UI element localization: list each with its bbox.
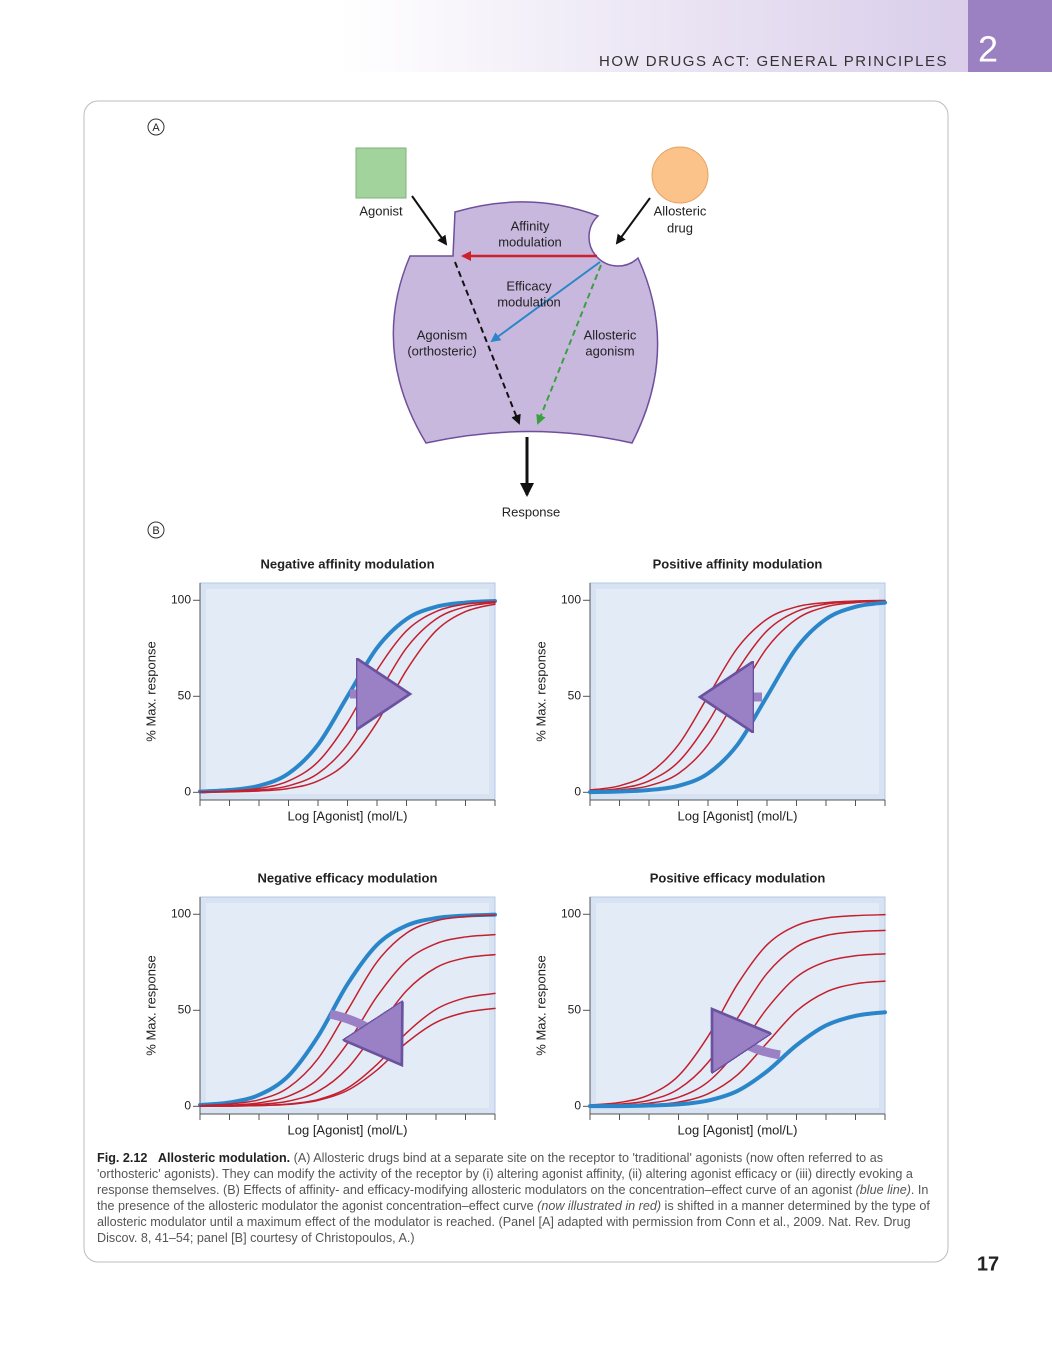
curve bbox=[199, 603, 496, 793]
agonist-square bbox=[355, 147, 407, 199]
panel-label: A bbox=[152, 122, 160, 134]
diagram-label: Response bbox=[502, 504, 561, 519]
diagram-label: modulation bbox=[497, 294, 561, 309]
y-axis-label: % Max. response bbox=[143, 641, 158, 741]
caption-body: (A) Allosteric drugs bind at a separate … bbox=[97, 1151, 930, 1245]
chapter-number: 2 bbox=[978, 29, 998, 70]
x-axis-label: Log [Agonist] (mol/L) bbox=[678, 1122, 798, 1137]
y-tick-label: 100 bbox=[171, 906, 191, 920]
efficacy-arrow bbox=[490, 261, 601, 343]
allosteric-agonism-arrow bbox=[536, 264, 602, 425]
diagram-label: Agonist bbox=[359, 203, 403, 218]
y-tick-label: 0 bbox=[184, 784, 191, 798]
y-tick-label: 50 bbox=[178, 688, 192, 702]
curve bbox=[588, 600, 887, 795]
caption-text: (A) Allosteric drugs bind at a separate … bbox=[97, 1151, 913, 1197]
y-tick-label: 100 bbox=[561, 906, 581, 920]
curve bbox=[589, 599, 886, 791]
y-axis-label: % Max. response bbox=[143, 955, 158, 1055]
y-tick-label: 100 bbox=[171, 592, 191, 606]
figure-frame bbox=[83, 100, 949, 1263]
chart-title: Positive efficacy modulation bbox=[650, 870, 826, 885]
y-tick-label: 0 bbox=[184, 1098, 191, 1112]
chart-title: Negative efficacy modulation bbox=[258, 870, 438, 885]
panel-label-circle bbox=[147, 118, 165, 136]
plot-inner bbox=[206, 589, 489, 794]
charts: Negative affinity modulation 0 50 100 Log [A… bbox=[143, 556, 887, 1137]
allosteric-circle bbox=[651, 146, 709, 204]
diagram-label: Agonism bbox=[417, 327, 468, 342]
header-band bbox=[0, 0, 968, 72]
running-title: HOW DRUGS ACT: GENERAL PRINCIPLES bbox=[599, 53, 948, 70]
allosteric-arrow bbox=[615, 197, 651, 245]
chapter-tab bbox=[968, 0, 1052, 72]
curve bbox=[198, 599, 497, 794]
x-axis-label: Log [Agonist] (mol/L) bbox=[288, 1122, 408, 1137]
diagram-label: Allosteric bbox=[584, 327, 637, 342]
diagram-label: agonism bbox=[585, 343, 634, 358]
agonist-arrow bbox=[411, 195, 448, 246]
agonism-arrow bbox=[454, 261, 521, 425]
chart-title: Negative affinity modulation bbox=[260, 556, 434, 571]
panel-label-circle bbox=[147, 521, 165, 539]
diagram-label: modulation bbox=[498, 234, 562, 249]
chart-title: Positive affinity modulation bbox=[653, 556, 823, 571]
y-tick-label: 0 bbox=[574, 784, 581, 798]
y-tick-label: 100 bbox=[561, 592, 581, 606]
x-axis-label: Log [Agonist] (mol/L) bbox=[288, 808, 408, 823]
plot-inner bbox=[206, 903, 489, 1108]
diagram-label: Allosteric bbox=[654, 203, 707, 218]
curve bbox=[199, 600, 496, 793]
x-axis-label: Log [Agonist] (mol/L) bbox=[678, 808, 798, 823]
caption-title: Allosteric modulation. bbox=[157, 1151, 291, 1165]
page-number: 17 bbox=[977, 1253, 999, 1275]
caption-text: . In the presence of the allosteric modu… bbox=[97, 1183, 929, 1213]
curve bbox=[199, 1007, 496, 1107]
caption-text: (now illustrated in red) bbox=[537, 1199, 662, 1213]
diagram-label: Efficacy bbox=[506, 278, 552, 293]
curve bbox=[198, 912, 497, 1107]
diagram-label: drug bbox=[667, 220, 693, 235]
shift-arrows bbox=[328, 694, 781, 1055]
caption-text: is shifted in a manner determined by the… bbox=[97, 1199, 930, 1245]
shift-arrow bbox=[328, 1014, 392, 1050]
y-tick-label: 50 bbox=[178, 1002, 192, 1016]
y-tick-label: 50 bbox=[568, 1002, 582, 1016]
shift-arrow bbox=[722, 1024, 781, 1055]
diagram-label: Affinity bbox=[511, 218, 550, 233]
caption-number: Fig. 2.12 bbox=[97, 1151, 148, 1165]
receptor bbox=[392, 201, 659, 444]
y-axis-label: % Max. response bbox=[533, 641, 548, 741]
curve bbox=[588, 1010, 887, 1109]
caption-text: (blue line) bbox=[855, 1183, 911, 1197]
y-tick-label: 50 bbox=[568, 688, 582, 702]
panel-label: B bbox=[152, 525, 159, 537]
plot-inner bbox=[596, 589, 879, 794]
y-axis-label: % Max. response bbox=[533, 955, 548, 1055]
curve bbox=[589, 913, 886, 1106]
caption: Fig. 2.12 Allosteric modulation. (A) All… bbox=[97, 1150, 935, 1246]
curve bbox=[199, 953, 496, 1107]
y-tick-label: 0 bbox=[574, 1098, 581, 1112]
diagram-label: (orthosteric) bbox=[407, 343, 476, 358]
